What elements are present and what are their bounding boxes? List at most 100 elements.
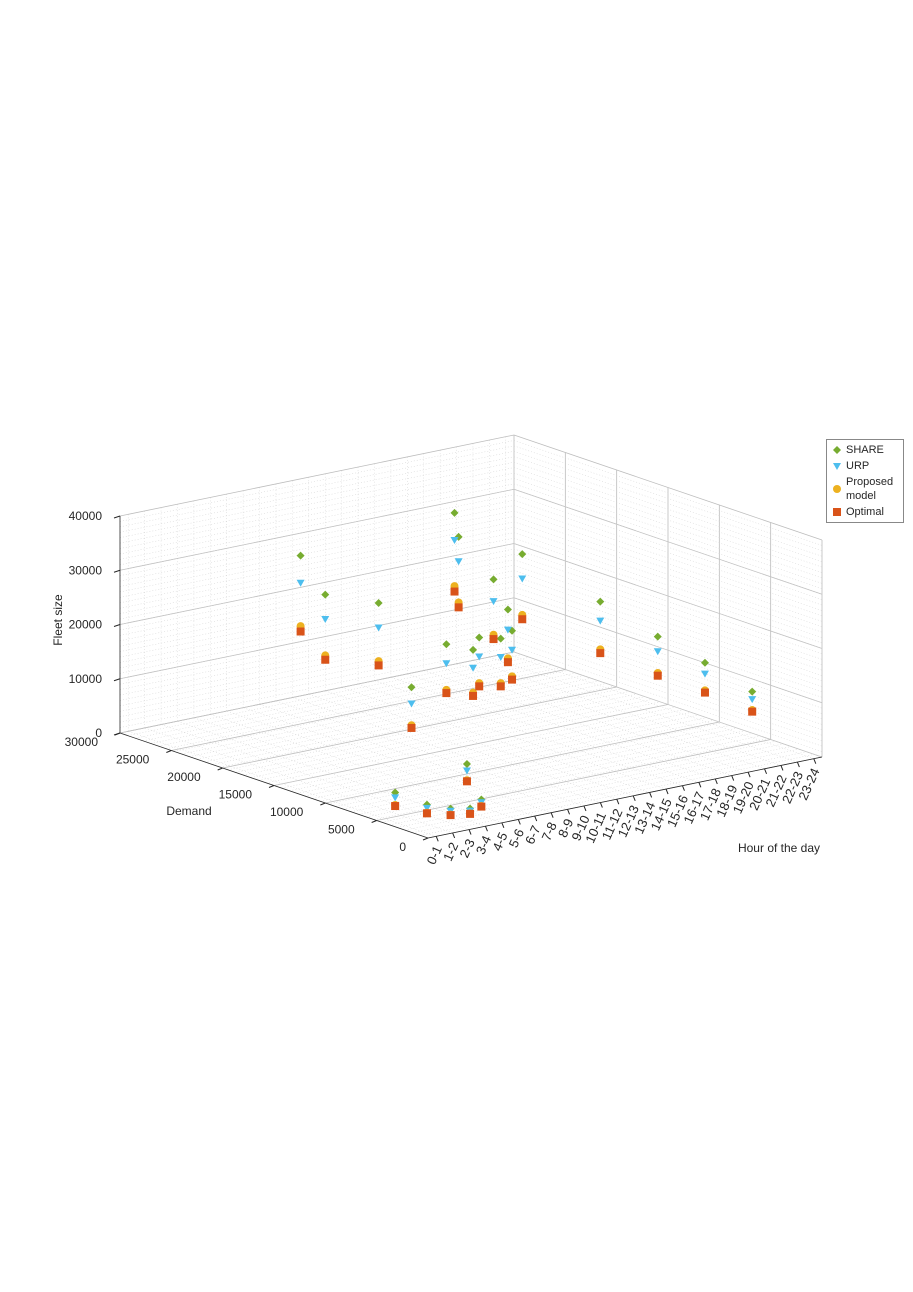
minor-grid-line (119, 586, 515, 669)
minor-grid-line (513, 483, 823, 590)
minor-grid-line (389, 743, 784, 826)
minor-grid-line (119, 510, 515, 593)
y-tick-label: 25000 (116, 753, 150, 767)
point (374, 624, 383, 632)
minor-grid-line (513, 516, 823, 622)
point (475, 633, 484, 642)
legend-marker (833, 508, 841, 516)
minor-grid-line (513, 451, 823, 557)
minor-grid-line (513, 510, 823, 617)
minor-grid-line (119, 619, 515, 701)
minor-grid-line (281, 706, 676, 789)
minor-grid-line (320, 720, 715, 802)
y-tick-label: 30000 (65, 735, 99, 749)
point (407, 700, 416, 708)
minor-grid-line (397, 746, 792, 828)
point (748, 696, 757, 704)
minor-grid-line (119, 570, 515, 652)
minor-grid-line (119, 532, 515, 614)
minor-grid-line (513, 646, 823, 752)
y-tick-label: 0 (399, 840, 406, 854)
minor-grid-line (374, 738, 769, 820)
point (700, 688, 709, 697)
y-tick (217, 767, 223, 771)
minor-grid-line (513, 505, 823, 611)
minor-grid-line (513, 554, 823, 660)
minor-grid-line (513, 494, 823, 600)
point (391, 802, 400, 811)
x-tick-label: 7-8 (539, 820, 560, 843)
point (321, 590, 330, 599)
minor-grid-line (273, 704, 669, 786)
minor-grid-line (327, 722, 722, 805)
z-tick (113, 569, 121, 573)
x-tick (698, 782, 702, 788)
point (450, 508, 459, 517)
minor-grid-line (119, 494, 515, 576)
minor-grid-line (158, 664, 553, 747)
minor-grid-line (119, 581, 515, 663)
minor-grid-line (119, 461, 515, 544)
minor-grid-line (513, 564, 823, 671)
x-tick (780, 765, 784, 771)
minor-grid-line (119, 456, 515, 538)
minor-grid-line (258, 699, 653, 781)
point (296, 627, 305, 636)
x-tick-label: 5-6 (506, 827, 527, 850)
minor-grid-line (513, 532, 823, 638)
legend-label: SHARE (846, 444, 884, 456)
minor-grid-line (119, 489, 515, 571)
point (422, 804, 431, 812)
point (391, 794, 400, 802)
x-tick (484, 826, 488, 832)
minor-grid-line (513, 613, 823, 720)
minor-grid-line (119, 478, 515, 560)
minor-grid-line (513, 602, 823, 709)
grid-line (222, 686, 617, 769)
grid-line (376, 739, 771, 821)
y-tick-label: 5000 (328, 823, 355, 837)
minor-grid-line (266, 701, 661, 784)
minor-grid-line (196, 678, 592, 760)
point (475, 653, 484, 661)
minor-grid-line (513, 597, 823, 703)
point (518, 550, 527, 559)
y-tick-label: 15000 (219, 788, 253, 802)
x-tick (714, 778, 718, 785)
y-tick (268, 785, 275, 788)
minor-grid-line (119, 543, 515, 625)
x-tick (599, 802, 603, 808)
point (450, 537, 459, 545)
point (477, 802, 486, 811)
minor-grid-line (513, 467, 823, 573)
z-tick (113, 678, 121, 682)
point (296, 551, 305, 560)
x-tick-label: 2-3 (456, 837, 477, 860)
x-tick-label: 0-1 (424, 843, 445, 866)
z-tick-label: 10000 (69, 672, 103, 686)
minor-grid-line (119, 575, 515, 658)
minor-grid-line (513, 440, 823, 546)
minor-grid-line (135, 657, 530, 739)
minor-grid-line (127, 654, 522, 736)
point (462, 767, 471, 775)
x-tick (747, 772, 751, 778)
point (469, 645, 478, 654)
minor-grid-line (119, 613, 515, 696)
minor-grid-line (513, 548, 823, 655)
point (422, 809, 431, 818)
minor-grid-line (119, 597, 515, 679)
minor-grid-line (513, 521, 823, 628)
minor-grid-line (335, 725, 730, 807)
x-tick (435, 836, 439, 842)
minor-grid-line (220, 685, 615, 768)
minor-grid-line (119, 537, 515, 620)
point (700, 670, 709, 678)
legend-item: Proposed model (827, 474, 903, 504)
grid-line (119, 434, 515, 517)
grid-line (325, 721, 720, 804)
point (442, 640, 451, 649)
minor-grid-line (513, 526, 823, 633)
point (489, 598, 498, 606)
point (462, 777, 471, 786)
